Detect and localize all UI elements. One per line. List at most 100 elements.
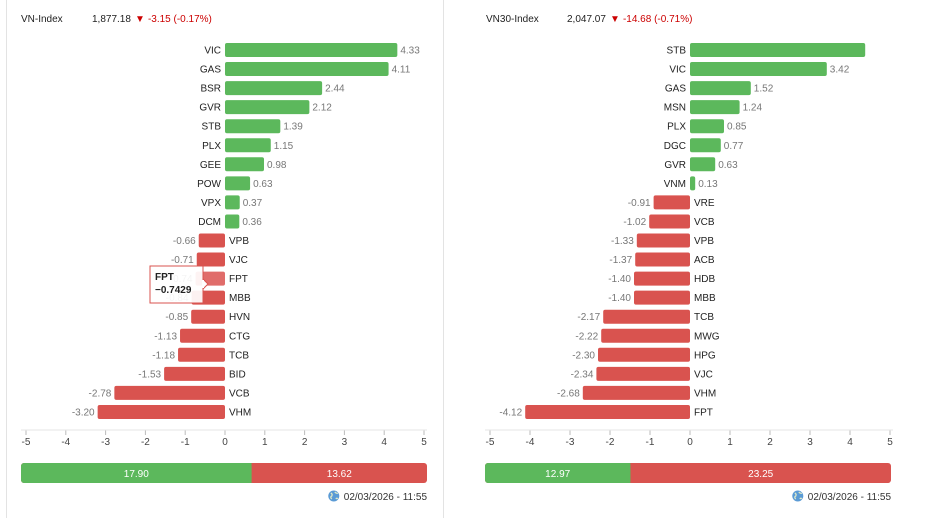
bar-vre[interactable] <box>653 195 690 210</box>
bar-gas[interactable] <box>690 81 751 96</box>
bar-gas[interactable] <box>225 62 389 77</box>
bar-hvn[interactable] <box>191 309 225 324</box>
category-label: ACB <box>694 255 715 266</box>
bar-bid[interactable] <box>164 366 225 381</box>
data-label: -1.40 <box>608 293 631 304</box>
data-label: 1.24 <box>743 103 763 114</box>
bar-vhm[interactable] <box>582 385 690 400</box>
data-label: 1.15 <box>274 141 294 152</box>
x-tick-label: -4 <box>61 437 70 448</box>
category-label: VCB <box>694 217 715 228</box>
vn-index-chart[interactable]: VN-Index 1,877.18 ▼ -3.15 (-0.17%) -5 -4 -3 -2 -… <box>0 0 443 518</box>
category-label: STB <box>667 46 687 57</box>
category-label: VPB <box>229 236 249 247</box>
data-label: 0.98 <box>267 160 287 171</box>
category-label: VJC <box>694 369 713 380</box>
panel-divider-middle <box>443 0 444 518</box>
bar-vjc[interactable] <box>196 252 225 267</box>
vn30-index-change-arrow-icon: ▼ <box>610 14 620 25</box>
bar-mwg[interactable] <box>601 328 690 343</box>
bar-plx[interactable] <box>225 138 271 153</box>
data-label: 0.85 <box>727 122 747 133</box>
x-tick-label: -2 <box>606 437 615 448</box>
bar-pow[interactable] <box>225 176 251 191</box>
category-label: GAS <box>200 65 221 76</box>
bar-gee[interactable] <box>225 157 265 172</box>
category-label: GEE <box>200 160 221 171</box>
bar-mbb[interactable] <box>634 290 690 305</box>
bar-dcm[interactable] <box>225 214 240 229</box>
vn-index-change: -3.15 (-0.17%) <box>148 14 212 25</box>
data-label: 1.52 <box>754 84 774 95</box>
bar-fpt[interactable] <box>525 404 690 419</box>
bar-gvr[interactable] <box>690 157 716 172</box>
category-label: PLX <box>202 141 221 152</box>
x-tick-label: 2 <box>767 437 773 448</box>
data-label: 0.77 <box>724 141 744 152</box>
bar-vhm[interactable] <box>97 404 225 419</box>
timestamp: 02/03/2026 - 11:55 <box>344 492 428 503</box>
x-tick-label: -1 <box>181 437 190 448</box>
data-label: 4.33 <box>400 46 420 57</box>
category-label: CTG <box>229 331 250 342</box>
globe-icon <box>792 490 804 502</box>
x-tick-label: 4 <box>381 437 387 448</box>
data-label: -1.13 <box>154 331 177 342</box>
bar-vnm[interactable] <box>690 176 696 191</box>
bar-plx[interactable] <box>690 119 724 134</box>
category-label: VRE <box>694 198 715 209</box>
bar-stb[interactable] <box>225 119 281 134</box>
category-label: HPG <box>694 350 716 361</box>
tooltip-value: −0.7429 <box>155 285 192 296</box>
summary-negative-label: 23.25 <box>748 469 773 480</box>
data-label: -0.71 <box>171 255 194 266</box>
bar-vjc[interactable] <box>596 366 690 381</box>
x-tick-label: 1 <box>727 437 733 448</box>
category-label: DCM <box>198 217 221 228</box>
bar-dgc[interactable] <box>690 138 721 153</box>
bar-acb[interactable] <box>635 252 690 267</box>
bar-vcb[interactable] <box>114 385 225 400</box>
data-label: 0.63 <box>253 179 273 190</box>
category-label: VPX <box>201 198 221 209</box>
bar-vic[interactable] <box>225 43 398 57</box>
vn-index-change-arrow-icon: ▼ <box>135 14 145 25</box>
x-tick-label: 1 <box>262 437 268 448</box>
globe-icon <box>328 490 340 502</box>
data-label: 0.37 <box>243 198 263 209</box>
category-label: STB <box>202 122 222 133</box>
data-label: -1.53 <box>138 369 161 380</box>
bar-bsr[interactable] <box>225 81 323 96</box>
bar-stb[interactable] <box>690 43 866 57</box>
bar-msn[interactable] <box>690 100 740 115</box>
bar-ctg[interactable] <box>180 328 225 343</box>
x-tick-label: -4 <box>526 437 535 448</box>
bar-vic[interactable] <box>690 62 827 77</box>
bar-tcb[interactable] <box>178 347 225 362</box>
bar-tcb[interactable] <box>603 309 690 324</box>
tooltip-box <box>149 265 204 304</box>
bar-vpb[interactable] <box>198 233 225 248</box>
category-label: FPT <box>694 407 713 418</box>
bar-vpb[interactable] <box>636 233 690 248</box>
x-tick-label: 3 <box>342 437 348 448</box>
bar-hdb[interactable] <box>634 271 690 286</box>
data-label: -1.37 <box>609 255 632 266</box>
bar-vcb[interactable] <box>649 214 690 229</box>
summary-positive-bar[interactable] <box>485 463 631 483</box>
bar-vpx[interactable] <box>225 195 240 210</box>
summary-positive-bar-edge <box>248 463 252 483</box>
data-label: 0.13 <box>698 179 718 190</box>
category-label: MBB <box>694 293 716 304</box>
bar-hpg[interactable] <box>598 347 690 362</box>
bar-gvr[interactable] <box>225 100 310 115</box>
category-label: TCB <box>694 312 714 323</box>
x-tick-label: 4 <box>847 437 853 448</box>
category-label: MBB <box>229 293 251 304</box>
summary-positive-bar[interactable] <box>21 463 252 483</box>
category-label: VCB <box>229 388 250 399</box>
x-tick-label: -5 <box>22 437 31 448</box>
data-label: -1.18 <box>152 350 175 361</box>
tooltip-label: FPT <box>155 272 174 283</box>
